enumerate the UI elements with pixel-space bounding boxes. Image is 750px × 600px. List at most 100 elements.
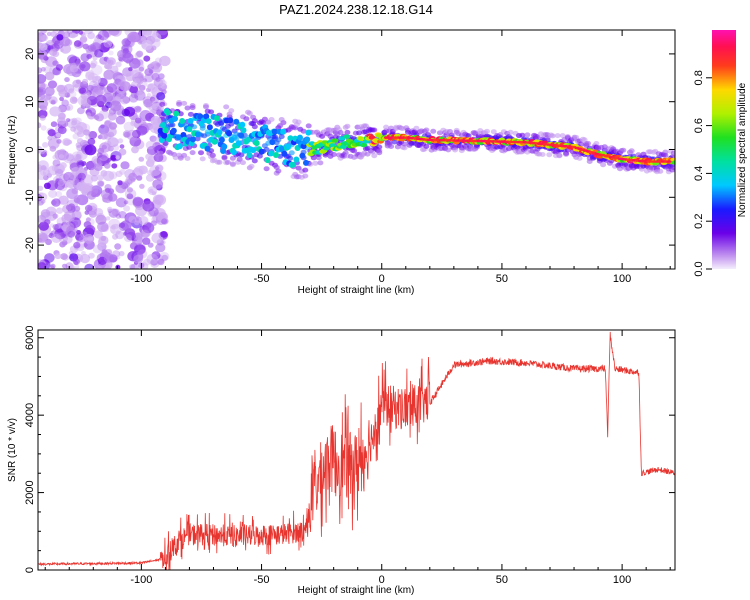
spectrogram-noise-blob xyxy=(61,224,70,232)
spectrogram-noise-blob xyxy=(87,92,96,100)
spectrogram-noise-blob xyxy=(147,242,154,248)
spectrogram-halo-blob xyxy=(524,132,531,138)
spectrogram-noise-blob xyxy=(107,188,115,195)
spectrogram-noise-blob xyxy=(134,232,143,241)
spectrogram-noise-blob xyxy=(42,142,49,148)
spectrogram-halo-blob xyxy=(356,130,363,136)
spectrogram-noise-blob xyxy=(84,144,97,156)
spectrogram-ridge-blob xyxy=(227,117,234,124)
snr-x-tick-label: 100 xyxy=(613,574,631,586)
spectrogram-ridge-blob xyxy=(214,115,221,122)
spectrogram-halo-blob xyxy=(330,152,337,157)
spectrogram-noise-blob xyxy=(157,258,165,266)
spectrogram-noise-blob xyxy=(65,205,71,210)
spectrogram-noise-blob xyxy=(150,259,160,268)
spectrogram-halo-blob xyxy=(519,132,526,138)
spectrogram-noise-blob xyxy=(72,79,82,88)
spectrogram-noise-blob xyxy=(107,206,113,212)
spectrogram-noise-blob xyxy=(115,197,127,208)
spectrogram-noise-blob xyxy=(80,231,88,239)
spectrogram-noise-blob xyxy=(92,204,98,210)
spectrogram-noise-blob xyxy=(141,229,150,238)
spectrogram-halo-blob xyxy=(204,129,211,135)
spectrogram-noise-blob xyxy=(84,204,93,212)
spectrogram-noise-blob xyxy=(123,234,133,243)
spectrogram-noise-blob xyxy=(51,233,62,243)
spectrogram-ridge-blob xyxy=(253,140,260,147)
spectrogram-halo-blob xyxy=(275,137,282,143)
spectrogram-halo-blob xyxy=(224,159,231,165)
spectrogram-noise-blob xyxy=(98,109,109,120)
spectrogram-noise-blob xyxy=(71,188,79,195)
spectrogram-halo-blob xyxy=(157,150,164,156)
spectrogram-noise-blob xyxy=(72,154,82,162)
spectrogram-noise-blob xyxy=(82,78,89,85)
spectrogram-noise-blob xyxy=(106,83,118,93)
spectrogram-ridge-blob xyxy=(226,130,233,137)
spectrogram-noise-blob xyxy=(40,94,47,100)
spectrogram-noise-blob xyxy=(152,194,164,205)
spectrogram-noise-blob xyxy=(44,86,55,97)
spectrogram-noise-blob xyxy=(56,207,64,214)
spectrogram-noise-blob xyxy=(145,140,156,150)
spectrogram-noise-blob xyxy=(139,80,148,88)
spectrogram-noise-blob xyxy=(134,165,145,176)
spectrogram-noise-blob xyxy=(138,216,149,225)
spectrogram-halo-blob xyxy=(573,134,580,140)
spectrogram-noise-blob xyxy=(110,154,117,161)
spectrogram-noise-blob xyxy=(151,251,161,260)
colorbar-ticks: 0.0 0.2 0.4 0.6 0.8 xyxy=(693,70,712,277)
spectrogram-noise-blob xyxy=(126,193,134,200)
spectrogram-y-axis-label: Frequency (Hz) xyxy=(7,116,18,185)
spectrogram-noise-blob xyxy=(72,258,80,265)
spectrogram-halo-blob xyxy=(248,163,255,169)
spectrogram-halo-blob xyxy=(288,150,295,156)
spectrogram-noise-blob xyxy=(40,165,47,171)
spectrogram-noise-blob xyxy=(118,211,127,219)
spectrogram-ridge-blob xyxy=(305,129,312,136)
spectrogram-noise-blob xyxy=(147,186,158,196)
spectrogram-ridge-blob xyxy=(194,131,201,138)
spectrogram-ridge-blob xyxy=(180,132,187,138)
chart-title: PAZ1.2024.238.12.18.G14 xyxy=(279,2,433,17)
spectrogram-noise-blob xyxy=(88,252,95,259)
spectrogram-halo-blob xyxy=(189,105,196,111)
spectrogram-halo-blob xyxy=(300,128,307,134)
spectrogram-ridge-blob xyxy=(268,150,275,157)
spectrogram-noise-blob xyxy=(126,129,138,141)
spectrogram-noise-blob xyxy=(74,156,80,161)
spectrogram-halo-blob xyxy=(251,158,258,164)
spectrogram-noise-blob xyxy=(134,117,142,124)
spectrogram-ridge-blob xyxy=(271,128,278,135)
spectrogram-noise-blob xyxy=(113,70,120,76)
spectrogram-noise-blob xyxy=(74,117,82,125)
spectrogram-noise-blob xyxy=(121,38,131,47)
spectrogram-halo-blob xyxy=(581,137,588,143)
spectrogram-noise-blob xyxy=(75,154,82,160)
spectrogram-noise-blob xyxy=(55,64,64,71)
spectrogram-noise-blob xyxy=(108,30,120,36)
spectrogram-x-tick-label: 50 xyxy=(496,273,508,285)
spectrogram-y-tick-label: -20 xyxy=(24,237,36,253)
spectrogram-noise-blob xyxy=(150,45,157,51)
spectrogram-halo-blob xyxy=(199,125,206,131)
spectrogram-ridge-blob xyxy=(289,161,296,168)
spectrogram-noise-blob xyxy=(86,190,97,200)
spectrogram-noise-blob xyxy=(83,221,92,229)
spectrogram-ridge-blob xyxy=(230,149,237,156)
spectrogram-noise-blob xyxy=(142,78,148,83)
spectrogram-halo-blob xyxy=(278,134,285,140)
spectrogram-halo-blob xyxy=(263,147,270,152)
spectrogram-noise-blob xyxy=(76,138,84,144)
spectrogram-noise-blob xyxy=(136,91,144,97)
spectrogram-halo-blob xyxy=(585,140,591,146)
spectrogram-noise-blob xyxy=(71,151,83,162)
spectrogram-noise-blob xyxy=(68,88,75,94)
spectrogram-noise-blob xyxy=(150,258,159,266)
spectrogram-noise-blob xyxy=(119,81,131,91)
spectrogram-halo-blob xyxy=(317,160,324,166)
spectrogram-noise-blob xyxy=(115,213,122,219)
spectrogram-noise-blob xyxy=(151,62,163,73)
spectrogram-noise-blob xyxy=(134,242,146,254)
spectrogram-halo-blob xyxy=(670,165,675,171)
